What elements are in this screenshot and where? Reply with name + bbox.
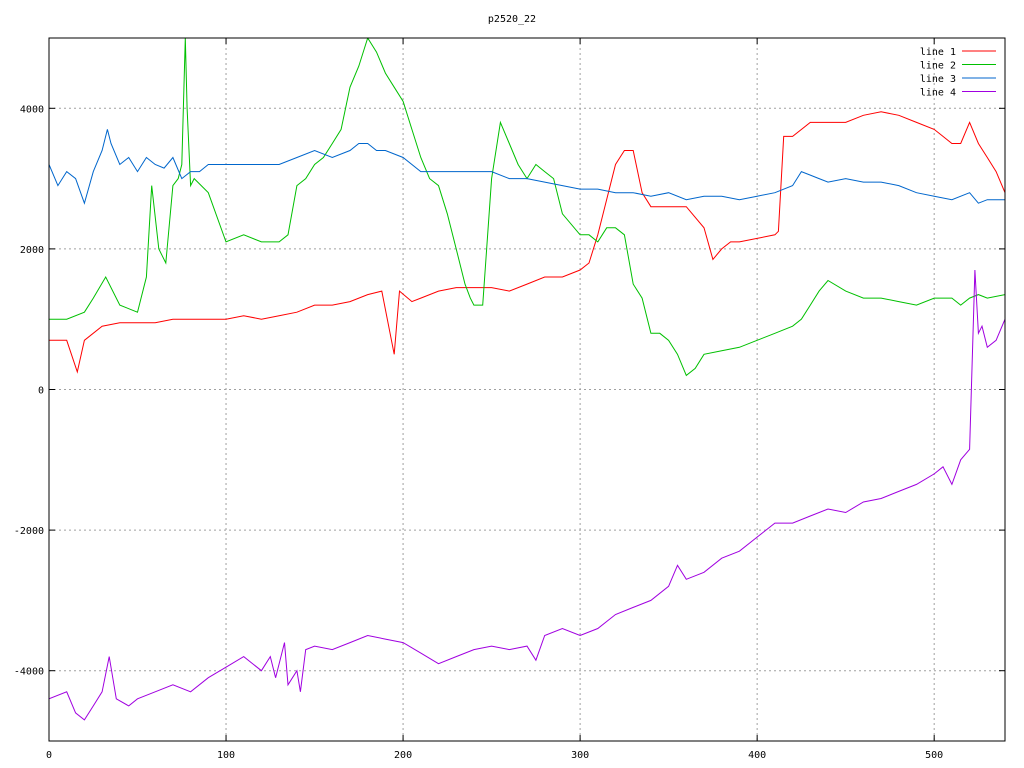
x-tick-label: 0 (46, 750, 52, 761)
x-axis-ticks: 0 100 200 300 400 500 (46, 38, 943, 761)
x-tick-label: 200 (394, 750, 412, 761)
y-tick-label: -4000 (14, 667, 44, 678)
x-tick-label: 400 (748, 750, 766, 761)
y-tick-label: 0 (38, 386, 44, 397)
legend-label-4: line 4 (920, 88, 956, 99)
x-tick-label: 100 (217, 750, 235, 761)
series-line-4 (49, 269, 1005, 721)
legend: line 1 line 2 line 3 line 4 (920, 47, 996, 99)
y-tick-label: -2000 (14, 526, 44, 537)
grid-lines (49, 38, 1005, 741)
series-lines (49, 38, 1005, 721)
y-tick-label: 4000 (20, 104, 44, 115)
series-line-2 (49, 38, 1005, 377)
legend-label-1: line 1 (920, 47, 956, 58)
y-axis-ticks: -4000 -2000 0 2000 4000 (14, 104, 1005, 678)
y-tick-label: 2000 (20, 245, 44, 256)
plot-frame (48, 37, 1006, 742)
legend-label-3: line 3 (920, 74, 956, 85)
x-tick-label: 300 (571, 750, 589, 761)
legend-label-2: line 2 (920, 61, 956, 72)
x-tick-label: 500 (925, 750, 943, 761)
chart-title: p2520_22 (488, 14, 536, 25)
series-line-1 (49, 111, 1005, 374)
series-line-3 (49, 129, 1005, 205)
